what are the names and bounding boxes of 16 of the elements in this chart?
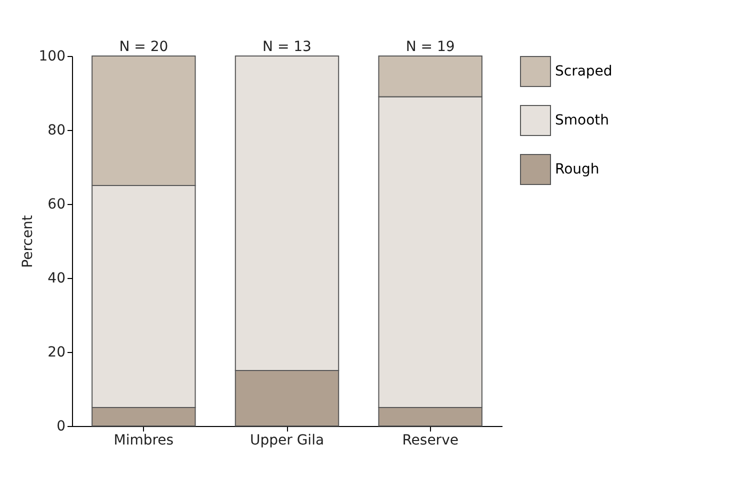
y-tick-label: 60 <box>48 196 66 212</box>
annotation: N = 19 <box>406 39 455 55</box>
y-tick-label: 0 <box>56 418 66 434</box>
x-tick-label: Mimbres <box>114 432 174 448</box>
legend-label: Rough <box>555 162 600 178</box>
y-tick-label: 20 <box>48 344 66 360</box>
legend-label: Scraped <box>555 64 612 80</box>
x-tick-label: Upper Gila <box>250 432 324 448</box>
x-tick-label: Reserve <box>402 432 458 448</box>
y-axis-title: Percent <box>20 214 36 268</box>
annotation: N = 20 <box>119 39 168 55</box>
y-tick-label: 80 <box>48 122 66 138</box>
y-tick-label: 40 <box>48 270 66 286</box>
annotation: N = 13 <box>262 39 312 55</box>
y-tick-label: 100 <box>38 48 66 64</box>
legend-label: Smooth <box>555 112 610 128</box>
